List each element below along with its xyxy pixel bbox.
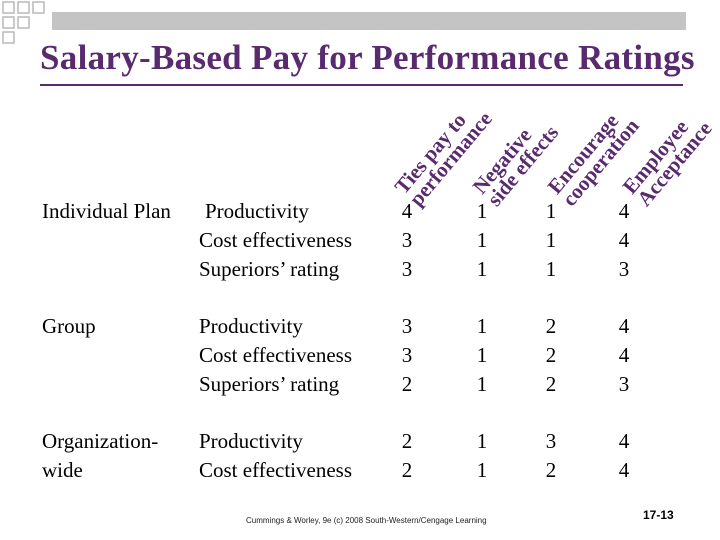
criterion-label: Superiors’ rating [199,257,340,281]
rating-value: 3 [401,257,413,281]
rating-value: 2 [545,458,557,482]
deco-square [2,31,15,44]
rating-value: 4 [618,343,630,367]
criterion-label: Cost effectiveness [199,458,352,482]
rating-value: 3 [401,228,413,252]
rating-value: 3 [618,372,630,396]
rating-value: 4 [618,314,630,338]
rating-value: 1 [476,429,488,453]
deco-square [2,16,15,29]
decorative-bar [52,12,686,30]
rating-value: 4 [401,199,413,223]
rating-value: 2 [401,429,413,453]
deco-square [17,16,30,29]
criterion-label: Cost effectiveness [199,343,352,367]
criterion-label: Superiors’ rating [199,372,340,396]
deco-square [2,1,15,14]
rating-value: 1 [476,228,488,252]
plan-label-group: Group [42,314,96,338]
criterion-label: Productivity [205,199,309,223]
page-number: 17-13 [643,508,674,522]
rating-value: 2 [401,372,413,396]
plan-label-individual: Individual Plan [42,199,171,223]
slide-title: Salary-Based Pay for Performance Ratings [40,38,695,77]
rating-value: 4 [618,458,630,482]
criterion-label: Productivity [199,429,303,453]
plan-label-organization: Organization- [42,429,159,453]
deco-square [17,1,30,14]
rating-value: 1 [476,458,488,482]
rating-value: 2 [545,314,557,338]
rating-value: 1 [545,199,557,223]
rating-value: 2 [545,372,557,396]
rating-value: 1 [545,228,557,252]
title-rule [40,84,683,86]
rating-value: 1 [476,257,488,281]
rating-value: 1 [476,343,488,367]
decorative-squares [2,1,686,44]
rating-value: 3 [618,257,630,281]
criterion-label: Cost effectiveness [199,228,352,252]
rating-value: 3 [401,314,413,338]
criterion-label: Productivity [199,314,303,338]
deco-square [32,1,45,14]
rating-value: 1 [476,314,488,338]
rating-value: 4 [618,199,630,223]
rating-value: 3 [401,343,413,367]
rating-value: 4 [618,228,630,252]
rating-value: 1 [476,199,488,223]
rating-value: 1 [476,372,488,396]
rating-value: 2 [545,343,557,367]
rating-value: 1 [545,257,557,281]
plan-label-organization: wide [42,458,83,482]
footer-citation: Cummings & Worley, 9e (c) 2008 South-Wes… [246,516,487,525]
rating-value: 2 [401,458,413,482]
rating-value: 3 [545,429,557,453]
rating-value: 4 [618,429,630,453]
